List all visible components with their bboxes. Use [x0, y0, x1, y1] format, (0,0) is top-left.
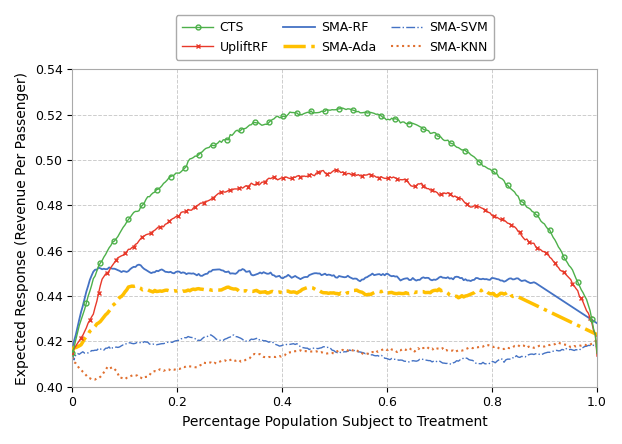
SMA-Ada — [593, 332, 601, 337]
SMA-KNN — [391, 348, 399, 353]
UpliftRF — [68, 350, 76, 355]
CTS — [513, 192, 520, 198]
CTS — [593, 351, 601, 356]
Line: UpliftRF: UpliftRF — [70, 167, 600, 359]
UpliftRF — [546, 254, 554, 260]
SMA-RF — [135, 262, 142, 267]
SMA-SVM — [548, 349, 555, 354]
SMA-Ada — [391, 291, 399, 296]
CTS — [383, 117, 390, 123]
SMA-RF — [513, 276, 520, 281]
UpliftRF — [513, 226, 520, 231]
SMA-RF — [383, 271, 390, 276]
X-axis label: Percentage Population Subject to Treatment: Percentage Population Subject to Treatme… — [182, 415, 488, 429]
CTS — [391, 116, 399, 121]
Line: CTS: CTS — [70, 106, 600, 356]
SMA-Ada — [513, 293, 520, 299]
Line: SMA-SVM: SMA-SVM — [72, 335, 597, 364]
CTS — [546, 227, 554, 233]
SMA-RF — [593, 321, 601, 326]
SMA-SVM — [68, 350, 76, 355]
SMA-SVM — [381, 356, 388, 361]
SMA-SVM — [593, 345, 601, 350]
Y-axis label: Expected Response (Revenue Per Passenger): Expected Response (Revenue Per Passenger… — [15, 71, 29, 385]
CTS — [381, 115, 388, 121]
SMA-Ada — [68, 350, 76, 355]
SMA-RF — [70, 338, 78, 344]
SMA-Ada — [383, 290, 390, 296]
CTS — [339, 105, 346, 111]
SMA-RF — [68, 350, 76, 355]
SMA-RF — [546, 289, 554, 295]
CTS — [70, 345, 78, 350]
SMA-RF — [381, 273, 388, 278]
SMA-KNN — [70, 360, 78, 365]
CTS — [68, 350, 76, 355]
SMA-Ada — [381, 289, 388, 294]
SMA-KNN — [381, 346, 388, 352]
Line: SMA-RF: SMA-RF — [72, 265, 597, 353]
SMA-RF — [391, 274, 399, 279]
UpliftRF — [333, 167, 341, 172]
SMA-KNN — [546, 342, 554, 348]
Line: SMA-KNN: SMA-KNN — [72, 335, 597, 380]
SMA-Ada — [132, 283, 139, 289]
SMA-SVM — [391, 357, 399, 362]
SMA-SVM — [383, 356, 390, 361]
Line: SMA-Ada: SMA-Ada — [72, 286, 597, 353]
SMA-KNN — [91, 377, 99, 382]
SMA-Ada — [70, 345, 78, 350]
UpliftRF — [381, 176, 388, 181]
UpliftRF — [70, 346, 78, 352]
SMA-KNN — [383, 347, 390, 353]
SMA-SVM — [448, 361, 455, 367]
SMA-KNN — [593, 333, 601, 338]
SMA-Ada — [546, 309, 554, 315]
Legend: CTS, UpliftRF, SMA-RF, SMA-Ada, SMA-SVM, SMA-KNN: CTS, UpliftRF, SMA-RF, SMA-Ada, SMA-SVM,… — [175, 15, 494, 60]
SMA-KNN — [513, 343, 520, 349]
UpliftRF — [593, 353, 601, 359]
UpliftRF — [383, 176, 390, 181]
SMA-SVM — [207, 332, 215, 337]
SMA-KNN — [68, 355, 76, 360]
UpliftRF — [391, 175, 399, 181]
SMA-SVM — [514, 354, 522, 360]
SMA-SVM — [70, 357, 78, 362]
